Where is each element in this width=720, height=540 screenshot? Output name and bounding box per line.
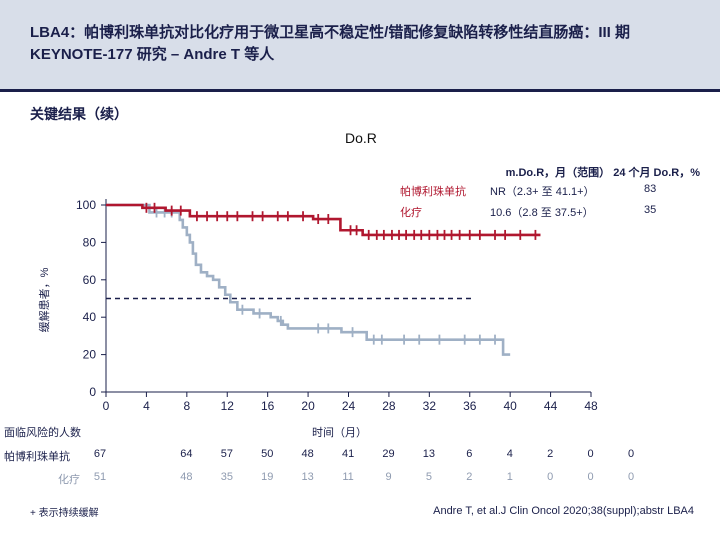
legend-arm-label: 帕博利珠单抗 xyxy=(400,186,466,198)
risk-count: 0 xyxy=(627,471,635,483)
risk-count: 67 xyxy=(93,448,107,460)
slide-title: LBA4：帕博利珠单抗对比化疗用于微卫星高不稳定性/错配修复缺陷转移性结直肠癌：… xyxy=(30,24,631,63)
risk-count: 13 xyxy=(301,471,314,483)
x-axis-label: 时间（月） xyxy=(312,427,367,439)
risk-row-label: 帕博利珠单抗 xyxy=(4,451,70,463)
citation: Andre T, et al.J Clin Oncol 2020;38(supp… xyxy=(433,505,694,517)
legend-median-value: NR（2.3+ 至 41.1+） xyxy=(490,186,595,198)
risk-count: 57 xyxy=(220,448,233,460)
risk-count: 2 xyxy=(466,471,473,483)
x-tick-label: 48 xyxy=(584,399,598,413)
y-tick-label: 60 xyxy=(83,273,97,287)
risk-count: 19 xyxy=(261,471,274,483)
header-banner: LBA4：帕博利珠单抗对比化疗用于微卫星高不稳定性/错配修复缺陷转移性结直肠癌：… xyxy=(0,0,720,92)
x-tick-label: 12 xyxy=(221,399,235,413)
x-tick-label: 44 xyxy=(544,399,558,413)
risk-count: 11 xyxy=(342,471,354,483)
x-tick-label: 4 xyxy=(143,399,150,413)
legend-arm-label: 化疗 xyxy=(400,207,422,219)
risk-count: 4 xyxy=(506,448,513,460)
legend-median-value: 10.6（2.8 至 37.5+） xyxy=(490,207,594,219)
risk-count: 64 xyxy=(180,448,193,460)
risk-count: 0 xyxy=(587,471,594,483)
risk-count: 0 xyxy=(627,448,635,460)
y-tick-label: 20 xyxy=(83,348,97,362)
risk-count: 35 xyxy=(220,471,233,483)
risk-count: 48 xyxy=(301,448,314,460)
risk-count: 51 xyxy=(93,471,107,483)
y-tick-label: 100 xyxy=(76,198,96,212)
legend-percent-value: 35 xyxy=(644,204,657,216)
risk-count: 2 xyxy=(547,448,554,460)
x-tick-label: 0 xyxy=(103,399,110,413)
risk-count: 48 xyxy=(180,471,193,483)
x-tick-label: 16 xyxy=(261,399,275,413)
x-tick-label: 32 xyxy=(423,399,437,413)
x-tick-label: 40 xyxy=(503,399,517,413)
legend-row-chemotherapy: 化疗 10.6（2.8 至 37.5+） 35 xyxy=(400,204,700,222)
legend-row-pembrolizumab: 帕博利珠单抗 NR（2.3+ 至 41.1+） 83 xyxy=(400,183,700,201)
km-curve-chemotherapy xyxy=(106,203,511,356)
x-tick-label: 24 xyxy=(342,399,356,413)
risk-count: 9 xyxy=(385,471,392,483)
risk-count: 6 xyxy=(466,448,473,460)
risk-count: 41 xyxy=(341,448,355,460)
legend-percent-value: 83 xyxy=(644,183,657,195)
footnote: + 表示持续缓解 xyxy=(30,508,99,519)
legend-header: m.Do.R，月（范围） 24 个月 Do.R，% xyxy=(505,167,700,179)
risk-row-label: 化疗 xyxy=(58,474,80,486)
y-tick-label: 40 xyxy=(83,310,97,324)
risk-count: 1 xyxy=(506,471,513,483)
x-tick-label: 28 xyxy=(382,399,396,413)
risk-count: 13 xyxy=(422,448,436,460)
risk-count: 50 xyxy=(261,448,274,460)
risk-count: 5 xyxy=(425,471,432,483)
section-title: 关键结果（续） xyxy=(30,106,128,122)
risk-count: 0 xyxy=(587,448,594,460)
y-tick-label: 80 xyxy=(83,235,97,249)
risk-count: 0 xyxy=(547,471,554,483)
x-tick-label: 36 xyxy=(463,399,477,413)
x-tick-label: 8 xyxy=(183,399,190,413)
chart-title: Do.R xyxy=(345,130,377,146)
risk-count: 29 xyxy=(382,448,395,460)
risk-table-title: 面临风险的人数 xyxy=(4,427,81,439)
x-tick-label: 20 xyxy=(301,399,315,413)
y-tick-label: 0 xyxy=(89,385,96,399)
